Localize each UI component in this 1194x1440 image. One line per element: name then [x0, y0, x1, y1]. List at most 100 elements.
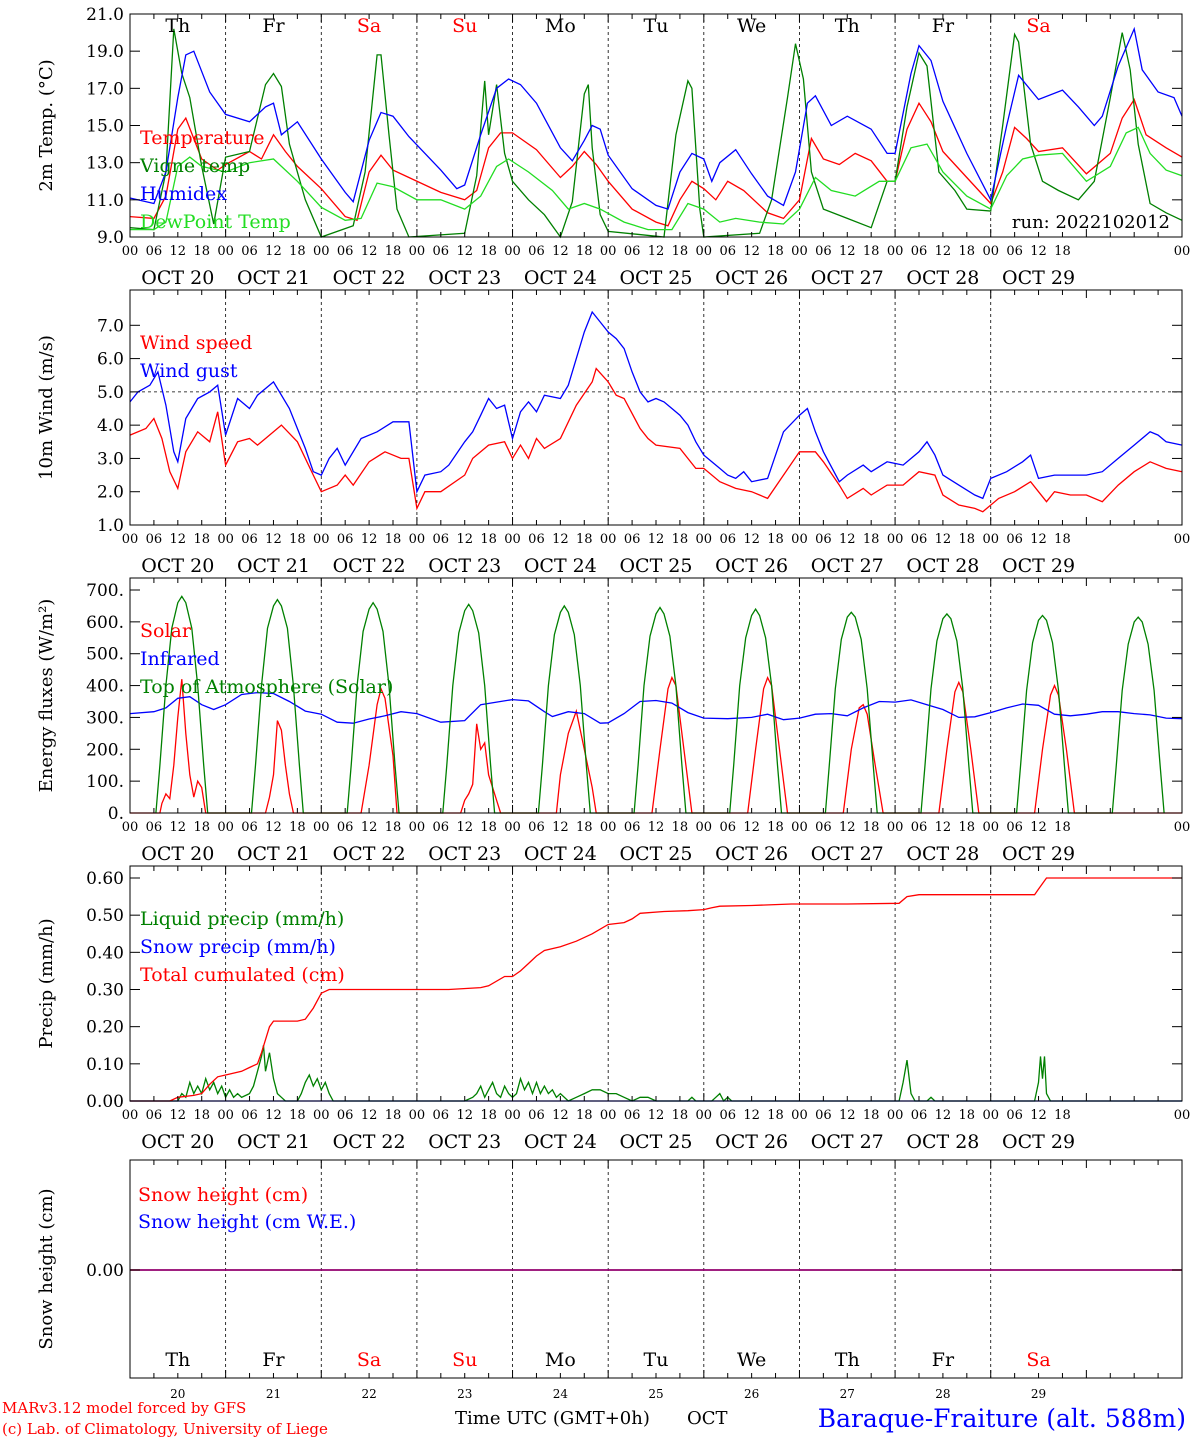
hour-tick-label: 06 — [146, 820, 163, 835]
hour-tick-label: 18 — [576, 820, 593, 835]
hour-tick-label: 06 — [624, 1108, 641, 1123]
hour-tick-label: 00 — [409, 532, 426, 547]
day-number-label: 20 — [170, 1387, 185, 1401]
hour-tick-label: 06 — [911, 820, 928, 835]
legend-entry: Humidex — [140, 183, 227, 205]
hour-tick-label: 12 — [265, 1108, 282, 1123]
hour-tick-label: 18 — [959, 1108, 976, 1123]
hour-tick-label: 12 — [170, 244, 187, 259]
weekday-label: Tu — [644, 15, 669, 37]
y-tick-label: 500. — [86, 645, 124, 665]
hour-tick-label: 12 — [1030, 532, 1047, 547]
y-tick-label: 6.0 — [97, 350, 124, 370]
legend-entry: Top of Atmosphere (Solar) — [140, 676, 393, 698]
date-label: OCT 21 — [237, 843, 310, 865]
legend-entry: Snow precip (mm/h) — [140, 936, 336, 958]
hour-tick-label: 12 — [839, 244, 856, 259]
hour-tick-label: 12 — [1030, 244, 1047, 259]
weekday-label: Sa — [357, 15, 381, 37]
hour-tick-label: 18 — [672, 1108, 689, 1123]
hour-tick-label: 06 — [433, 244, 450, 259]
weekday-label: Su — [452, 1349, 477, 1371]
y-tick-label: 2.0 — [97, 483, 124, 503]
hour-tick-label: 18 — [863, 244, 880, 259]
weekday-label: Fr — [262, 1349, 285, 1371]
legend-entry: Solar — [140, 620, 192, 642]
hour-tick-label: 00 — [791, 532, 808, 547]
hour-tick-label: 18 — [480, 1108, 497, 1123]
date-label: OCT 28 — [906, 1131, 979, 1153]
series-line — [129, 26, 1183, 210]
date-label: OCT 23 — [428, 267, 501, 289]
legend-entry: Vigne temp — [139, 155, 250, 177]
date-label: OCT 25 — [619, 1131, 692, 1153]
hour-tick-label: 06 — [528, 532, 545, 547]
hour-tick-label: 18 — [959, 244, 976, 259]
footer-month-label: OCT — [687, 1408, 728, 1429]
hour-tick-label: 06 — [241, 244, 258, 259]
date-label: OCT 29 — [1002, 555, 1075, 577]
hour-tick-label: 06 — [719, 532, 736, 547]
y-tick-label: 5.0 — [97, 383, 124, 403]
hour-tick-label: 00 — [122, 1108, 139, 1123]
hour-tick-label: 00 — [791, 1108, 808, 1123]
hour-tick-label: 12 — [361, 244, 378, 259]
hour-tick-label: 00 — [600, 820, 617, 835]
footer-lab-line: (c) Lab. of Climatology, University of L… — [2, 1420, 328, 1438]
hour-tick-label: 06 — [337, 244, 354, 259]
hour-tick-label: 18 — [767, 820, 784, 835]
date-label: OCT 23 — [428, 843, 501, 865]
hour-tick-label: 18 — [193, 244, 210, 259]
hour-tick-label: 12 — [361, 820, 378, 835]
day-number-label: 29 — [1031, 1387, 1046, 1401]
hour-tick-label: 00 — [1174, 532, 1191, 547]
y-tick-label: 700. — [86, 581, 124, 601]
hour-tick-label: 00 — [982, 820, 999, 835]
y-tick-label: 200. — [86, 740, 124, 760]
hour-tick-label: 06 — [911, 532, 928, 547]
hour-tick-label: 00 — [696, 244, 713, 259]
date-label: OCT 26 — [715, 1131, 788, 1153]
hour-tick-label: 12 — [552, 820, 569, 835]
hour-tick-label: 00 — [887, 1108, 904, 1123]
hour-tick-label: 18 — [289, 1108, 306, 1123]
hour-tick-label: 06 — [911, 244, 928, 259]
hour-tick-label: 00 — [217, 820, 234, 835]
plot-frame — [129, 289, 1183, 526]
hour-tick-label: 12 — [839, 1108, 856, 1123]
hour-tick-label: 12 — [170, 1108, 187, 1123]
weekday-label: Fr — [262, 15, 285, 37]
hour-tick-label: 00 — [1174, 1108, 1191, 1123]
legend-entry: Snow height (cm) — [138, 1184, 308, 1206]
hour-tick-label: 12 — [552, 244, 569, 259]
hour-tick-label: 00 — [409, 820, 426, 835]
hour-tick-label: 18 — [480, 820, 497, 835]
date-label: OCT 20 — [141, 843, 214, 865]
y-tick-label: 13.0 — [86, 154, 124, 174]
y-tick-label: 0.60 — [86, 869, 124, 889]
hour-tick-label: 06 — [146, 1108, 163, 1123]
date-label: OCT 24 — [524, 555, 597, 577]
plot-frame — [129, 13, 1183, 238]
hour-tick-label: 00 — [313, 244, 330, 259]
hour-tick-label: 12 — [456, 820, 473, 835]
legend-entry: DewPoint Temp — [140, 211, 291, 233]
weekday-label: Sa — [1026, 1349, 1050, 1371]
y-axis-label: Precip (mm/h) — [36, 918, 57, 1048]
hour-tick-label: 12 — [839, 532, 856, 547]
date-label: OCT 27 — [811, 843, 884, 865]
hour-tick-label: 12 — [648, 1108, 665, 1123]
hour-tick-label: 12 — [743, 244, 760, 259]
weekday-label: Mo — [545, 15, 576, 37]
date-label: OCT 24 — [524, 1131, 597, 1153]
hour-tick-label: 00 — [791, 820, 808, 835]
weekday-label: Sa — [1026, 15, 1050, 37]
date-label: OCT 20 — [141, 555, 214, 577]
hour-tick-label: 18 — [672, 244, 689, 259]
date-label: OCT 21 — [237, 267, 310, 289]
hour-tick-label: 18 — [576, 532, 593, 547]
series-line — [129, 367, 1183, 513]
date-label: OCT 27 — [811, 267, 884, 289]
hour-tick-label: 06 — [815, 1108, 832, 1123]
hour-tick-label: 06 — [433, 532, 450, 547]
